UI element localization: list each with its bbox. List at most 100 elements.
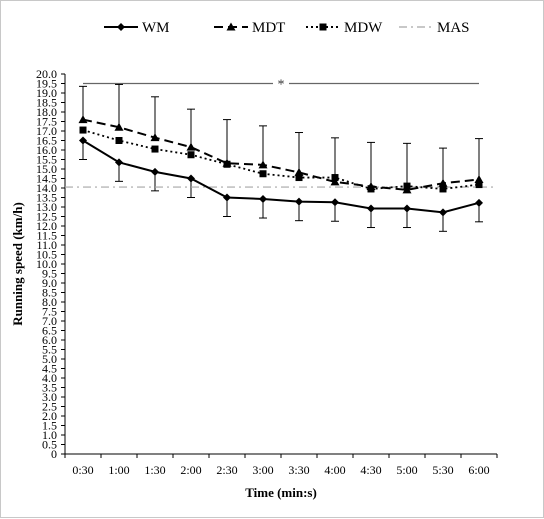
y-tick-label: 16.0 [36,143,57,157]
wm-data-point [79,136,87,145]
y-tick-label: 9.0 [42,276,57,290]
mdw-data-point [187,151,195,159]
y-tick-label: 0.5 [42,438,57,452]
wm-data-point [295,197,303,206]
wm-data-point [475,198,483,207]
y-tick-label: 2.5 [42,400,57,414]
mdt-data-point [330,177,340,186]
y-tick-label: 13.0 [36,200,57,214]
mdt-data-point [474,174,484,183]
y-tick-label: 13.5 [36,191,57,205]
wm-data-point [115,158,123,167]
y-tick-label: 12.5 [36,210,57,224]
y-tick-label: 10.5 [36,248,57,262]
mdt-data-point [294,167,304,176]
mdt-legend-label: MDT [252,20,285,36]
wm-series-line [82,139,480,214]
wm-data-point [331,198,339,207]
x-axis-title: Time (min:s) [245,485,317,500]
x-tick-label: 3:30 [288,463,309,477]
y-tick-label: 17.0 [36,124,57,138]
mdw-data-point [439,185,447,193]
y-tick-label: 14.0 [36,181,57,195]
y-tick-label: 11.5 [36,229,57,243]
wm-data-point [223,193,231,202]
x-tick-label: 2:00 [180,463,201,477]
mdt-data-point [150,133,160,142]
y-tick-label: 14.5 [36,172,57,186]
y-tick-label: 7.5 [42,305,57,319]
y-tick-label: 15.5 [36,153,57,167]
y-tick-label: 3.0 [42,390,57,404]
significance-star: * [278,78,285,93]
y-tick-label: 12.0 [36,219,57,233]
y-tick-label: 17.5 [36,115,57,129]
mdw-data-point [115,137,123,144]
x-tick-label: 0:30 [72,463,93,477]
y-tick-label: 8.5 [42,286,57,300]
mdt-data-point [438,178,448,187]
wm-data-point [259,195,267,204]
x-tick-label: 3:00 [252,463,273,477]
mas-legend-label: MAS [437,20,470,36]
mdt-legend-marker [226,22,236,31]
wm-data-point [367,204,375,213]
wm-data-point [187,174,195,183]
x-tick-label: 5:00 [396,463,417,477]
y-tick-label: 8.0 [42,295,57,309]
wm-legend-label: WM [142,20,170,36]
x-tick-label: 4:00 [324,463,345,477]
mdw-legend-label: MDW [344,20,383,36]
y-tick-label: 19.0 [36,86,57,100]
mdt-data-point [78,115,88,124]
y-tick-label: 5.0 [42,352,57,366]
x-tick-label: 1:00 [108,463,129,477]
mdw-data-point [331,174,339,182]
y-tick-label: 6.0 [42,333,57,347]
y-tick-label: 6.5 [42,324,57,338]
mdw-data-point [259,170,267,178]
y-tick-label: 5.5 [42,343,57,357]
mdw-series-line [82,129,480,190]
y-tick-label: 0 [51,447,57,461]
y-tick-label: 15.0 [36,162,57,176]
y-axis-title: Running speed (km/h) [10,202,25,326]
wm-data-point [151,167,159,176]
y-tick-label: 19.5 [36,77,57,91]
mdt-series-line [82,118,480,191]
y-tick-label: 2.0 [42,409,57,423]
y-tick-label: 4.0 [42,371,57,385]
mdw-data-point [475,181,483,189]
x-tick-label: 1:30 [144,463,165,477]
x-tick-label: 2:30 [216,463,237,477]
mdw-data-point [403,182,411,190]
mdt-data-point [114,122,124,131]
mdw-legend-marker [319,23,327,31]
y-tick-label: 4.5 [42,362,57,376]
y-tick-label: 9.5 [42,267,57,281]
y-tick-label: 7.0 [42,314,57,328]
wm-legend-marker [117,23,125,31]
mdw-data-point [151,145,159,153]
y-tick-label: 10.0 [36,257,57,271]
y-tick-label: 3.5 [42,381,57,395]
mdt-data-point [186,142,196,151]
wm-data-point [439,208,447,217]
wm-data-point [403,204,411,213]
mdw-data-point [223,160,231,168]
y-tick-label: 11.0 [36,238,57,252]
y-tick-label: 20.0 [36,67,57,81]
mdt-data-point [258,160,268,169]
y-tick-label: 16.5 [36,134,57,148]
y-tick-label: 1.5 [42,419,57,433]
y-tick-label: 1.0 [42,428,57,442]
y-tick-label: 18.5 [36,96,57,110]
mdw-data-point [367,185,375,193]
x-tick-label: 4:30 [360,463,381,477]
mdw-data-point [295,174,303,182]
x-tick-label: 5:30 [432,463,453,477]
mdw-data-point [79,126,87,134]
y-tick-label: 18.0 [36,105,57,119]
